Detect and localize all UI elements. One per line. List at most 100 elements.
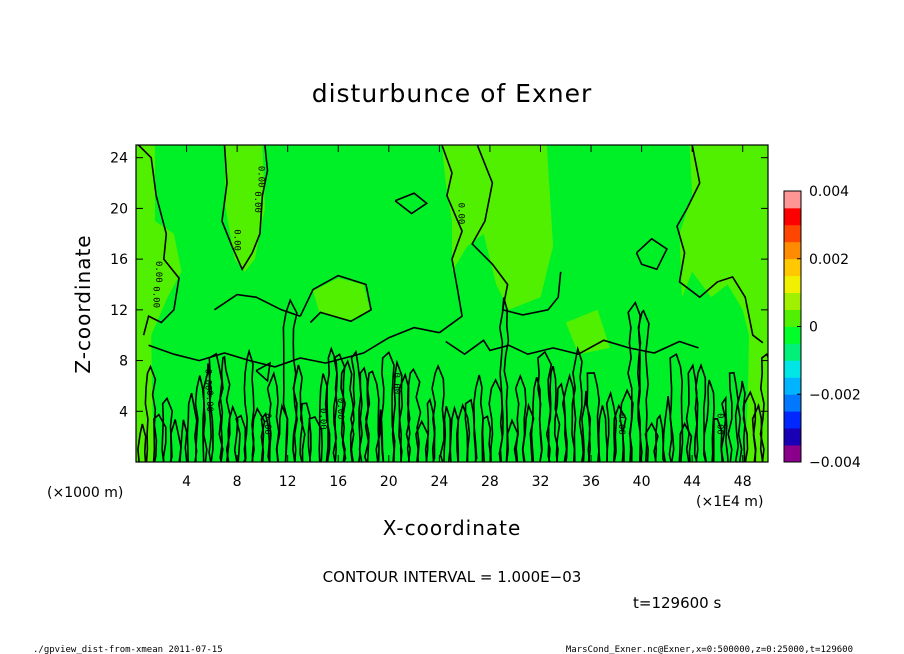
contour-line [308,416,323,462]
field-patch [679,145,768,462]
x-axis-label: X-coordinate [383,516,522,540]
contour-line [471,145,562,316]
contour-line [405,367,422,462]
contour-line [260,411,271,462]
contour-line [736,380,746,462]
contour-label: 0.00 [151,286,161,308]
contour-line [751,403,764,462]
contour-line [449,405,460,462]
y-axis-ticks: 4 8 12 16 20 24 [110,151,768,420]
contour-line [333,353,347,462]
footer-right: MarsCond_Exner.nc@Exner,x=0:500000,z=0:2… [566,645,853,654]
x-axis-ticks: 4 8 12 16 20 24 28 32 36 40 44 48 [182,145,752,490]
contour-line [299,274,372,324]
contour-line [498,297,510,462]
y-tick-label: 24 [110,151,128,167]
colorbar-band [784,191,801,209]
contour-line [152,413,167,462]
colorbar-band [784,360,801,378]
plot-frame [135,144,769,463]
contour-line [213,293,301,317]
field-patch [441,145,554,310]
contour-line [318,373,329,462]
contour-line [727,371,740,462]
contour-line [137,423,147,462]
contour-line [202,363,213,462]
contour-line [669,352,684,462]
contour-label-group: 0.00 0.00 0.00 0.00 0.00 0.00 0.00 0.00 0.00 0.00… [151,166,725,435]
contour-label: 0.00 [318,408,328,430]
colorbar-tick-label: −0.004 [809,455,861,471]
contour-line [217,355,231,462]
contour-label: 0.00 [616,413,626,435]
x-tick-label: 12 [279,474,297,490]
contour-line [720,395,729,462]
contour-line [221,145,269,272]
colorbar-band [784,377,801,395]
contour-line [137,145,180,336]
contour-line [208,352,224,462]
colorbar-band [784,241,801,260]
contour-line [571,345,585,462]
colorbar-band [784,326,801,344]
contour-line [545,365,561,462]
colorbar-tick-label: 0.004 [809,184,849,200]
x-tick-label: 20 [380,474,398,490]
contour-line [662,396,673,462]
contour-line [340,359,355,462]
field-patch [224,145,265,272]
contour-label: 0.00 [262,413,272,435]
colorbar [783,190,802,463]
contour-line [225,404,239,462]
contour-line [678,421,693,462]
contour-line [644,421,659,462]
y-unit-note: (×1000 m) [47,485,123,501]
contour-label: 0.00 [714,413,724,435]
y-tick-label: 8 [119,354,128,370]
contour-line [676,145,764,344]
contour-line [398,372,411,462]
contour-line [235,414,247,462]
colorbar-tick-label: 0.002 [809,252,849,268]
x-tick-label: 24 [430,474,448,490]
contour-label: 0.00 [252,191,262,213]
contour-line [505,418,519,462]
x-tick-label: 36 [582,474,600,490]
y-tick-label: 4 [119,404,128,420]
contour-line [635,237,668,271]
contour-line [358,366,370,462]
contour-line [703,379,715,462]
contour-line [431,363,445,462]
contour-label: 0.00 [204,390,214,412]
time-label: t=129600 s [633,594,721,612]
contour-line [597,405,609,462]
contour-line [445,339,699,356]
footer-left: ./gpview_dist-from-xmean 2011-07-15 [33,645,223,654]
plot-area: 0.00 0.00 0.00 0.00 0.00 0.00 0.00 0.00 0.00 0.00… [135,144,769,463]
chart-title: disturbunce of Exner [312,79,593,108]
colorbar-band [784,207,801,226]
contour-line [350,349,362,462]
contour-label: 0.00 [153,261,163,283]
contour-line [186,392,198,462]
x-tick-label: 40 [633,474,651,490]
contour-line [685,363,698,462]
x-tick-label: 4 [182,474,191,490]
colorbar-band [784,224,801,243]
y-axis-label: Z-coordinate [71,234,95,373]
contour-line [627,301,643,462]
colorbar-tick-label: 0 [809,320,818,336]
contour-label: 0.00 [335,398,345,420]
contour-label: 0.00 [391,373,401,395]
field-patch [136,145,182,462]
contour-interval: CONTOUR INTERVAL = 1.000E−03 [323,568,582,586]
x-tick-label: 28 [481,474,499,490]
contour-line [537,350,553,462]
contour-line [266,370,280,462]
x-tick-label: 48 [734,474,752,490]
y-tick-label: 12 [110,303,128,319]
field-patch [313,278,370,320]
contour-label: 0.00 [455,203,465,225]
colorbar-band [784,343,801,361]
